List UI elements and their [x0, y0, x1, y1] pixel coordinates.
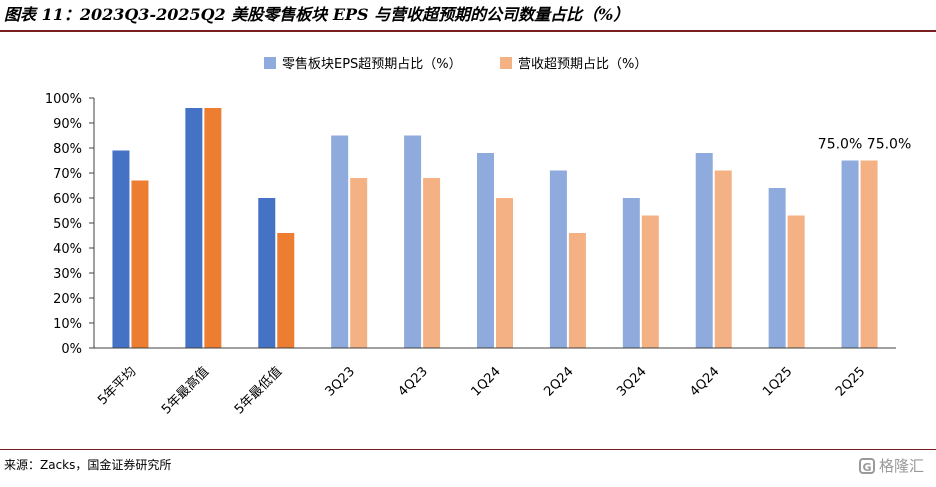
chart-title: 图表 11：2023Q3-2025Q2 美股零售板块 EPS 与营收超预期的公司… — [4, 5, 630, 24]
legend: 零售板块EPS超预期占比（%） 营收超预期占比（%） — [264, 56, 647, 72]
footer-rule — [0, 449, 936, 450]
bar-revenue — [350, 178, 368, 348]
x-tick-label: 1Q24 — [468, 364, 503, 399]
legend-swatch-revenue — [500, 57, 512, 69]
bar-eps — [477, 153, 494, 348]
bar-revenue — [714, 170, 732, 348]
x-axis: 5年平均 5年最高值 5年最低值 3Q23 4Q23 1Q24 2Q24 3Q24 4Q24 1Q… — [94, 347, 896, 418]
y-tick-label: 30% — [53, 267, 82, 282]
bar-eps — [841, 160, 859, 348]
data-labels: 75.0% 75.0% — [818, 137, 911, 153]
x-tick-label: 2Q24 — [541, 364, 576, 399]
bar-revenue — [131, 180, 149, 348]
bar-revenue — [204, 108, 222, 348]
y-tick-label: 50% — [53, 217, 82, 232]
legend-label-eps: 零售板块EPS超预期占比（%） — [282, 56, 462, 72]
bars — [112, 108, 878, 348]
y-tick-label: 100% — [45, 92, 82, 107]
bar-revenue — [787, 215, 805, 348]
x-tick-label: 5年最高值 — [158, 364, 212, 418]
y-tick-label: 90% — [53, 117, 82, 132]
x-tick-label: 3Q23 — [323, 364, 358, 399]
x-tick-label: 3Q24 — [614, 364, 649, 399]
y-tick-label: 10% — [53, 317, 82, 332]
x-tick-label: 5年最低值 — [231, 364, 285, 418]
source-note: 来源：Zacks，国金证券研究所 — [4, 458, 172, 472]
y-tick-label: 70% — [53, 167, 82, 182]
bar-eps — [331, 135, 349, 348]
watermark-logo-icon: G — [858, 457, 875, 474]
bar-eps — [112, 150, 130, 348]
bar-revenue — [568, 233, 586, 348]
watermark: G 格隆汇 — [858, 455, 924, 476]
y-tick-label: 80% — [53, 142, 82, 157]
bar-eps — [549, 170, 567, 348]
x-tick-label: 1Q25 — [760, 364, 795, 399]
bar-eps — [258, 198, 276, 348]
bar-eps — [622, 198, 640, 348]
bar-revenue — [496, 198, 513, 348]
y-tick-label: 0% — [61, 342, 82, 357]
data-label-eps: 75.0% — [818, 137, 862, 153]
bar-eps — [695, 153, 713, 348]
bar-eps — [404, 135, 422, 348]
x-tick-label: 5年平均 — [95, 364, 139, 408]
x-tick-label: 4Q24 — [687, 364, 722, 399]
data-label-revenue: 75.0% — [867, 137, 911, 153]
y-tick-label: 60% — [53, 192, 82, 207]
bar-revenue — [277, 233, 295, 348]
bar-revenue — [423, 178, 441, 348]
bar-revenue — [641, 215, 659, 348]
bar-chart: 零售板块EPS超预期占比（%） 营收超预期占比（%） 0% 10% 20% 30% 40… — [45, 56, 911, 418]
legend-label-revenue: 营收超预期占比（%） — [518, 57, 647, 72]
bar-eps — [185, 108, 203, 348]
x-tick-label: 4Q23 — [396, 364, 431, 399]
watermark-text: 格隆汇 — [878, 457, 924, 475]
bar-eps — [768, 188, 786, 348]
y-tick-label: 20% — [53, 292, 82, 307]
title-rule — [0, 30, 936, 32]
x-tick-label: 2Q25 — [833, 364, 868, 399]
y-tick-label: 40% — [53, 242, 82, 257]
y-axis: 0% 10% 20% 30% 40% 50% 60% 70% 80% 90% 100% — [45, 92, 95, 357]
bar-revenue — [860, 160, 878, 348]
legend-swatch-eps — [264, 57, 276, 69]
